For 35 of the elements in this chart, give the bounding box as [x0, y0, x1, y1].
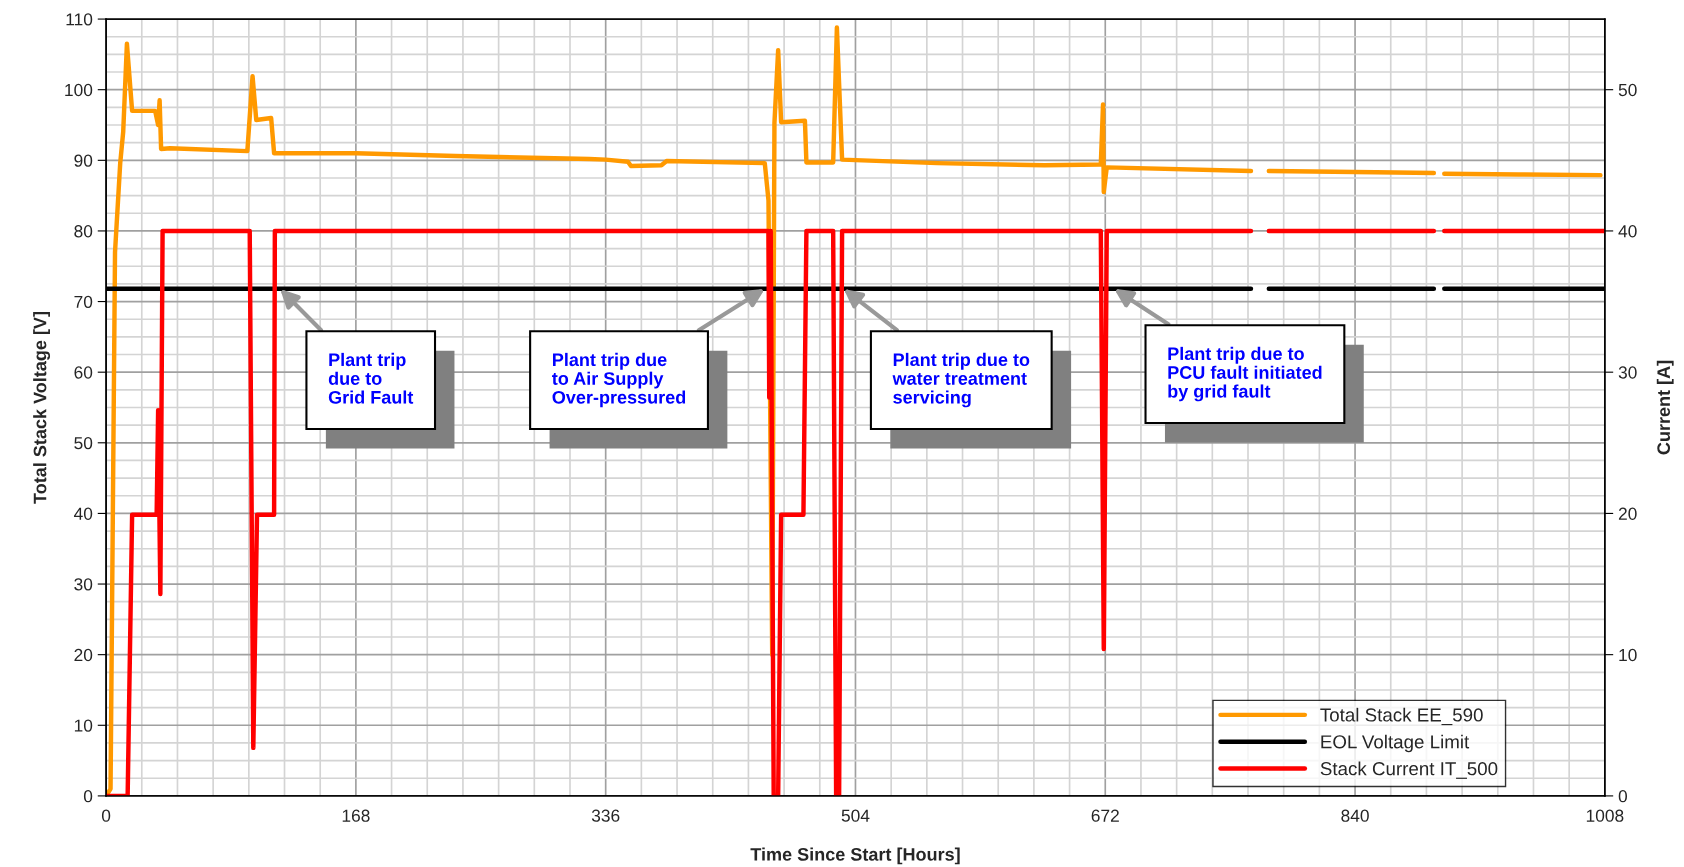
y-axis-title: Total Stack Voltage [V]: [33, 312, 51, 504]
y2-axis-title: Current [A]: [1656, 360, 1674, 455]
y-tick-label: 10: [74, 719, 93, 732]
y-tick-label: 0: [83, 790, 93, 803]
y-tick-label: 90: [74, 154, 93, 167]
y-tick-label: 40: [73, 507, 93, 520]
x-axis-title: Time Since Start [Hours]: [750, 847, 960, 865]
y2-tick-label: 0: [1618, 790, 1628, 803]
x-tick-label: 168: [342, 809, 370, 822]
x-tick-label: 504: [841, 809, 870, 822]
y2-tick-label: 30: [1618, 366, 1637, 379]
y-tick-label: 70: [74, 295, 93, 309]
x-tick-label: 672: [1091, 809, 1119, 822]
x-tick-label: 840: [1341, 809, 1369, 822]
legend-label: EOL Voltage Limit: [1321, 734, 1470, 753]
y-tick-label: 20: [74, 648, 93, 662]
annotation: Plant trip due to PCU fault initiated by grid fault: [1168, 346, 1322, 402]
annotation: Plant trip due to Air Supply Over-pressured: [552, 352, 686, 408]
y2-tick-label: 40: [1618, 225, 1637, 238]
y2-tick-label: 20: [1618, 507, 1637, 520]
annotation: Plant trip due to Grid Fault: [328, 352, 414, 404]
y-tick-label: 110: [66, 13, 93, 26]
y2-tick-label: 10: [1619, 648, 1637, 662]
x-tick-label: 336: [591, 809, 620, 822]
y-tick-label: 50: [74, 436, 93, 450]
y-tick-label: 80: [74, 225, 93, 238]
annotation: Plant trip due to water treatment servicing: [892, 352, 1030, 408]
legend-label: Total Stack EE_590: [1320, 707, 1483, 726]
y-tick-label: 100: [65, 83, 93, 97]
y2-tick-label: 50: [1618, 83, 1637, 97]
x-tick-label: 0: [101, 809, 111, 822]
y-tick-label: 60: [74, 366, 93, 379]
legend-label: Stack Current IT_500: [1320, 761, 1498, 779]
y-tick-label: 30: [74, 578, 93, 591]
x-tick-label: 1008: [1586, 809, 1624, 822]
